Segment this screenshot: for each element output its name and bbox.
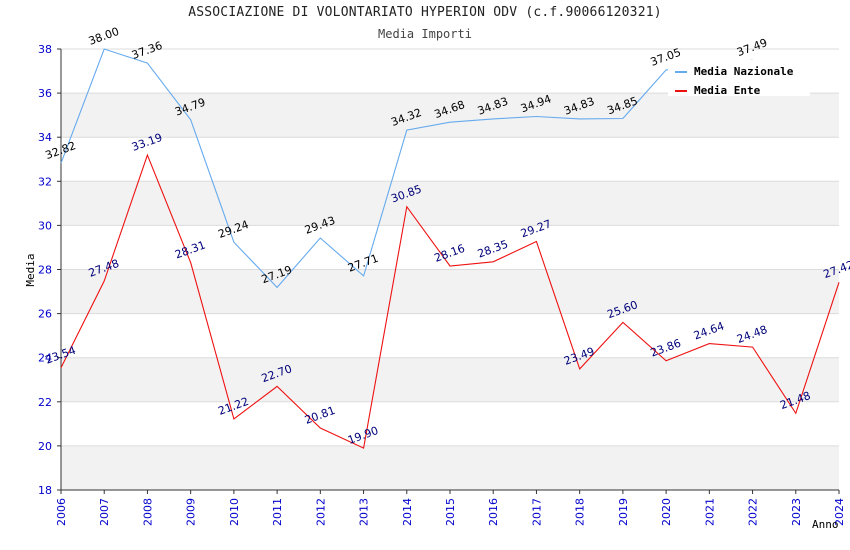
y-tick-label: 30 xyxy=(38,219,52,232)
y-tick-label: 26 xyxy=(38,308,52,321)
background-bands xyxy=(61,49,839,490)
x-tick-label: 2006 xyxy=(55,498,68,526)
grid-band xyxy=(61,181,839,226)
y-tick-label: 18 xyxy=(38,484,52,497)
x-tick-label: 2016 xyxy=(487,498,500,526)
legend-label-nazionale: Media Nazionale xyxy=(694,65,794,78)
grid-band xyxy=(61,445,839,490)
x-tick-label: 2013 xyxy=(358,498,371,526)
x-tick-label: 2023 xyxy=(790,498,803,526)
x-tick-label: 2010 xyxy=(228,498,241,526)
x-tick-label: 2024 xyxy=(833,498,846,526)
chart-subtitle: Media Importi xyxy=(378,27,472,41)
x-axis-ticks: 2006 2007 2008 2009 2010 2011 2012 2013 2014 2015… xyxy=(55,490,846,526)
x-tick-label: 2015 xyxy=(444,498,457,526)
y-axis-ticks: 18 20 22 24 26 28 30 32 34 36 38 xyxy=(38,43,61,497)
y-tick-label: 32 xyxy=(38,175,52,188)
y-tick-label: 28 xyxy=(38,264,52,277)
x-tick-label: 2009 xyxy=(185,498,198,526)
x-tick-label: 2022 xyxy=(747,498,760,526)
series-line-nazionale xyxy=(60,48,753,289)
series-lines xyxy=(60,48,840,449)
x-tick-label: 2019 xyxy=(617,498,630,526)
grid-band xyxy=(61,93,839,138)
x-tick-label: 2014 xyxy=(401,498,414,526)
y-tick-label: 34 xyxy=(38,131,52,144)
y-tick-label: 38 xyxy=(38,43,52,56)
y-tick-label: 24 xyxy=(38,352,52,365)
x-tick-label: 2007 xyxy=(98,498,111,526)
y-tick-label: 22 xyxy=(38,396,52,409)
legend-label-ente: Media Ente xyxy=(694,84,761,97)
grid-band xyxy=(61,269,839,314)
x-tick-label: 2008 xyxy=(141,498,154,526)
y-tick-label: 36 xyxy=(38,87,52,100)
x-tick-label: 2018 xyxy=(574,498,587,526)
grid-band xyxy=(61,313,839,358)
x-tick-label: 2020 xyxy=(660,498,673,526)
grid-band xyxy=(61,401,839,446)
x-tick-label: 2017 xyxy=(530,498,543,526)
x-tick-label: 2012 xyxy=(314,498,327,526)
grid-band xyxy=(61,357,839,402)
x-tick-label: 2011 xyxy=(271,498,284,526)
legend: Media Nazionale Media Ente xyxy=(668,60,810,97)
y-tick-label: 20 xyxy=(38,440,52,453)
x-axis-title: Anno xyxy=(812,518,839,531)
legend-box xyxy=(668,60,810,96)
data-label-nazionale: 38.00 xyxy=(87,25,121,48)
y-axis-title: Media xyxy=(24,253,37,286)
x-tick-label: 2021 xyxy=(703,498,716,526)
chart-title: ASSOCIAZIONE DI VOLONTARIATO HYPERION OD… xyxy=(188,5,662,20)
grid-band xyxy=(61,137,839,182)
series-line-ente xyxy=(60,153,840,449)
